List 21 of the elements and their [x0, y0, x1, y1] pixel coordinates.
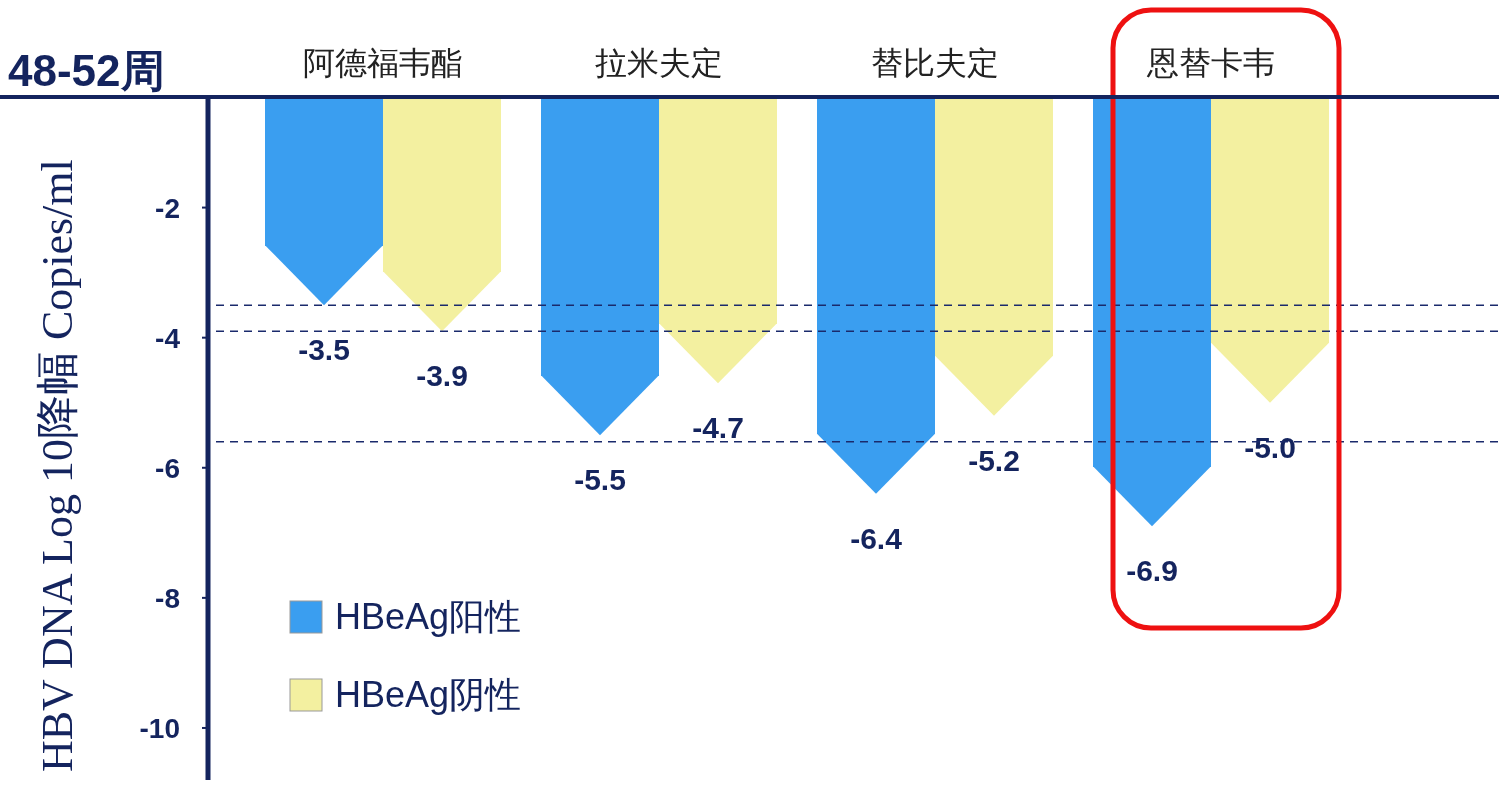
- x-tick-label: 阿德福韦酯: [303, 45, 463, 81]
- y-axis-title: HBV DNA Log 10降幅 Copies/ml: [33, 159, 82, 772]
- y-tick-label: -6: [155, 452, 180, 484]
- data-label: -5.0: [1244, 430, 1296, 464]
- data-label: -5.5: [574, 463, 626, 497]
- data-label: -3.9: [416, 359, 468, 393]
- y-tick-label: -4: [155, 322, 181, 354]
- data-label: -3.5: [298, 333, 350, 367]
- y-tick-label: -10: [139, 712, 180, 744]
- data-label: -6.9: [1126, 554, 1178, 588]
- text: 48-52周: [8, 46, 165, 95]
- x-tick-label: 替比夫定: [871, 45, 999, 81]
- x-tick-label: 拉米夫定: [595, 45, 723, 81]
- data-label: -4.7: [692, 411, 744, 445]
- legend-label: HBeAg阴性: [335, 674, 522, 715]
- y-tick-label: -2: [155, 192, 180, 224]
- data-label: -5.2: [968, 443, 1020, 477]
- data-label: -6.4: [850, 521, 903, 555]
- legend-label: HBeAg阳性: [335, 596, 522, 637]
- y-tick-label: -8: [155, 582, 180, 614]
- x-tick-label: 恩替卡韦: [1146, 45, 1275, 81]
